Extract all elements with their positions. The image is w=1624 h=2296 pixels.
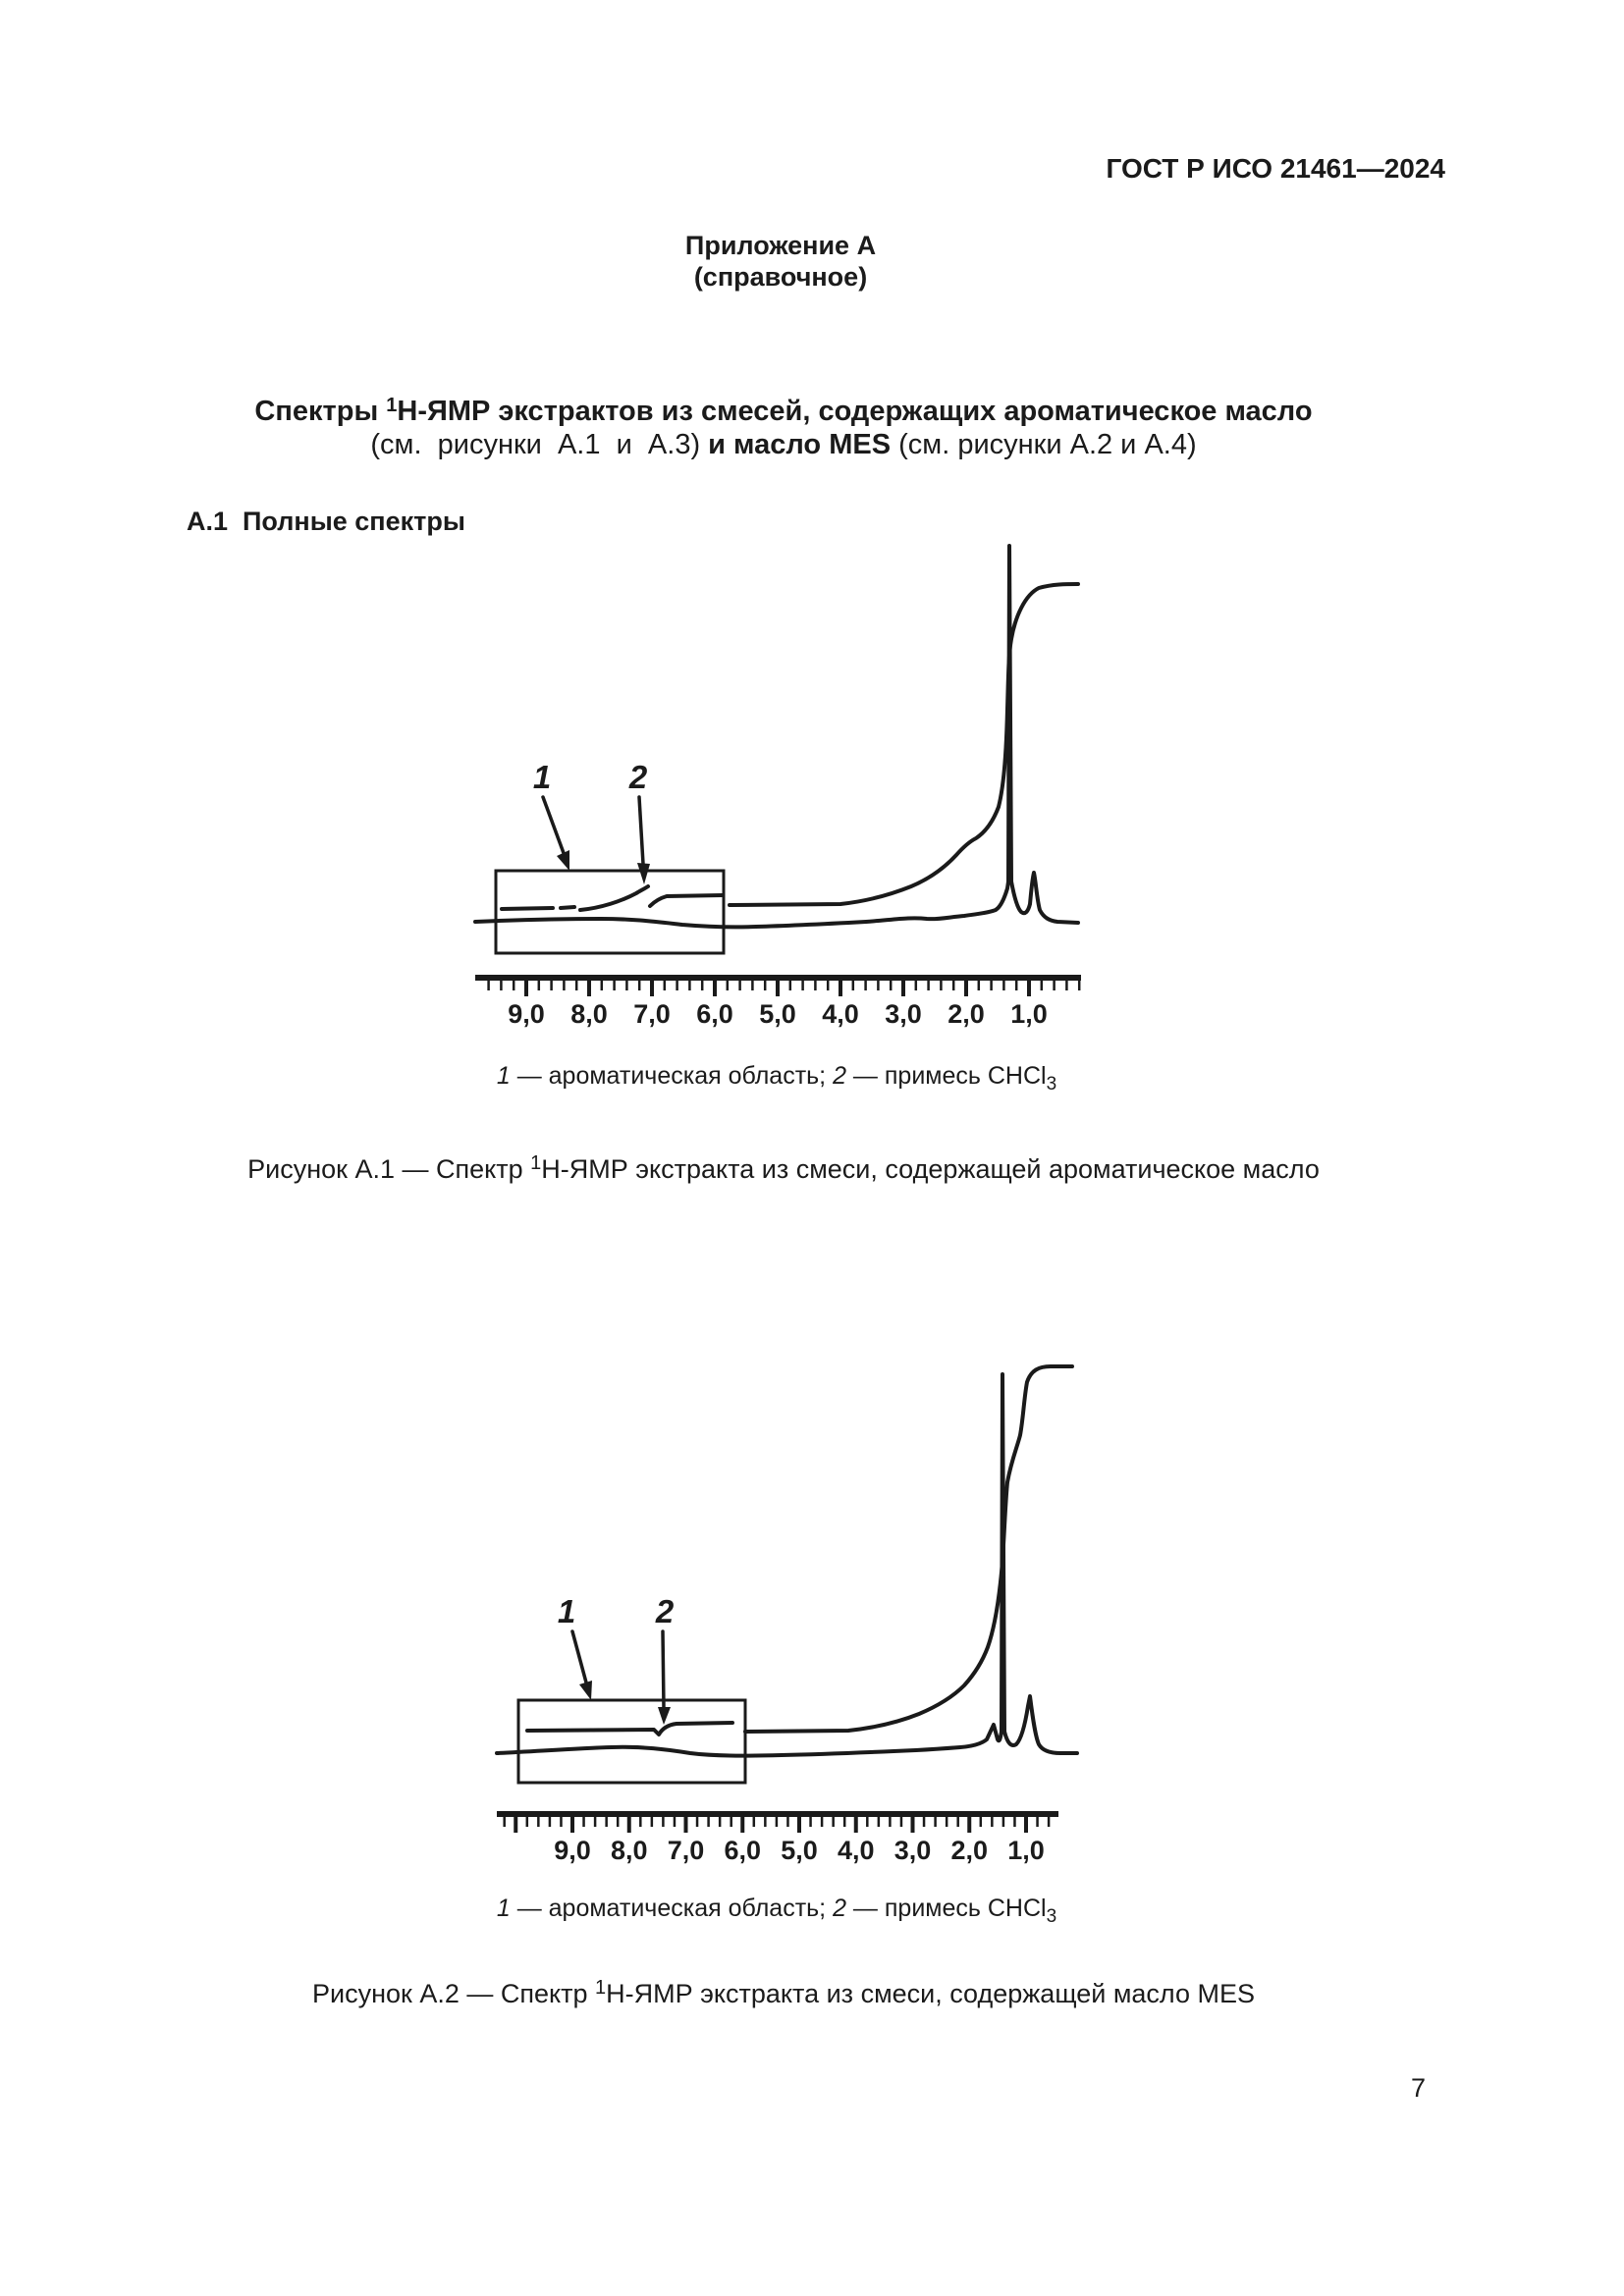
document-code-header: ГОСТ Р ИСО 21461—2024	[1106, 153, 1445, 184]
main-title-line1: Спектры 1H-ЯМР экстрактов из смесей, сод…	[254, 395, 1313, 427]
subscript-3: 3	[1046, 1074, 1057, 1095]
subscript-3: 3	[1046, 1906, 1057, 1927]
axis-tick-label: 7,0	[668, 1836, 705, 1865]
axis-tick-label: 6,0	[696, 999, 733, 1029]
callout-2-label: 2	[628, 759, 648, 795]
x-axis-bar	[497, 1811, 1058, 1817]
callout-1-arrow	[541, 795, 566, 855]
main-title: Спектры 1H-ЯМР экстрактов из смесей, сод…	[0, 395, 1567, 461]
callout-1-arrowhead	[579, 1681, 592, 1700]
callout-2-arrowhead	[658, 1707, 671, 1725]
superscript-1: 1	[595, 1977, 607, 1999]
x-axis-ticks: 9,0 8,0 7,0 6,0 5,0 4,0 3,0 2,0 1,0	[487, 981, 1081, 1029]
axis-tick-label: 3,0	[885, 999, 922, 1029]
callout-2-arrow	[637, 795, 645, 866]
figure-a2-legend: 1 — ароматическая область; 2 — примесь C…	[496, 1895, 1057, 1927]
callout-1-label: 1	[533, 759, 551, 795]
axis-tick-label: 5,0	[781, 1836, 818, 1865]
axis-tick-label: 2,0	[947, 999, 985, 1029]
callout-1-arrow	[570, 1629, 588, 1684]
callout-1-label: 1	[558, 1593, 575, 1629]
axis-tick-label: 8,0	[611, 1836, 648, 1865]
x-axis-bar	[475, 975, 1081, 981]
integral-inset-trace	[525, 1721, 734, 1736]
nmr-spectrum-figure-a1: 1 2 9,0 8,0 7,0 6,0 5,0 4,0 3,0 2,0 1,0	[473, 544, 1081, 1029]
integral-trace	[728, 582, 1080, 907]
superscript-1: 1	[386, 395, 398, 416]
figure-a1-legend: 1 — ароматическая область; 2 — примесь C…	[496, 1062, 1057, 1095]
integral-inset-trace	[559, 905, 576, 910]
superscript-1: 1	[530, 1152, 542, 1174]
spectrum-trace	[473, 544, 1080, 930]
axis-tick-label: 4,0	[822, 999, 859, 1029]
nmr-spectrum-figure-a2: 1 2 9,0 8,0 7,0 6,0 5,0 4,0 3,0 2,0 1,0	[495, 1364, 1079, 1865]
callout-2-arrowhead	[637, 863, 650, 884]
axis-tick-label: 6,0	[724, 1836, 761, 1865]
aromatic-region-box	[516, 1698, 747, 1785]
spectrum-trace	[495, 1372, 1079, 1758]
axis-tick-label: 9,0	[554, 1836, 591, 1865]
axis-tick-label: 3,0	[894, 1836, 932, 1865]
callout-2-arrow	[661, 1629, 666, 1710]
callout-2-label: 2	[655, 1593, 675, 1629]
page-number: 7	[1411, 2073, 1427, 2103]
x-axis-ticks: 9,0 8,0 7,0 6,0 5,0 4,0 3,0 2,0 1,0	[503, 1817, 1051, 1865]
callout-1-arrowhead	[557, 850, 569, 871]
section-heading-a1: А.1 Полные спектры	[187, 507, 465, 536]
axis-tick-label: 9,0	[508, 999, 545, 1029]
appendix-heading: Приложение А (справочное)	[0, 230, 1561, 293]
appendix-subtitle: (справочное)	[693, 262, 868, 292]
integral-inset-trace	[500, 906, 555, 911]
appendix-title: Приложение А	[684, 231, 877, 260]
figure-a1-caption: Рисунок А.1 — Спектр 1H-ЯМР экстракта из…	[247, 1152, 1320, 1184]
axis-tick-label: 4,0	[838, 1836, 875, 1865]
axis-tick-label: 7,0	[633, 999, 671, 1029]
axis-tick-label: 2,0	[950, 1836, 988, 1865]
integral-inset-trace	[648, 893, 725, 908]
figure-a2-caption: Рисунок А.2 — Спектр 1H-ЯМР экстракта из…	[312, 1977, 1255, 2008]
main-title-line2: (см. рисунки А.1 и А.3) и масло MES (см.…	[370, 429, 1197, 460]
integral-inset-trace	[578, 884, 650, 912]
axis-tick-label: 1,0	[1010, 999, 1048, 1029]
axis-tick-label: 5,0	[759, 999, 796, 1029]
axis-tick-label: 8,0	[570, 999, 608, 1029]
aromatic-region-box	[494, 869, 726, 955]
axis-tick-label: 1,0	[1007, 1836, 1045, 1865]
integral-trace	[743, 1364, 1074, 1734]
